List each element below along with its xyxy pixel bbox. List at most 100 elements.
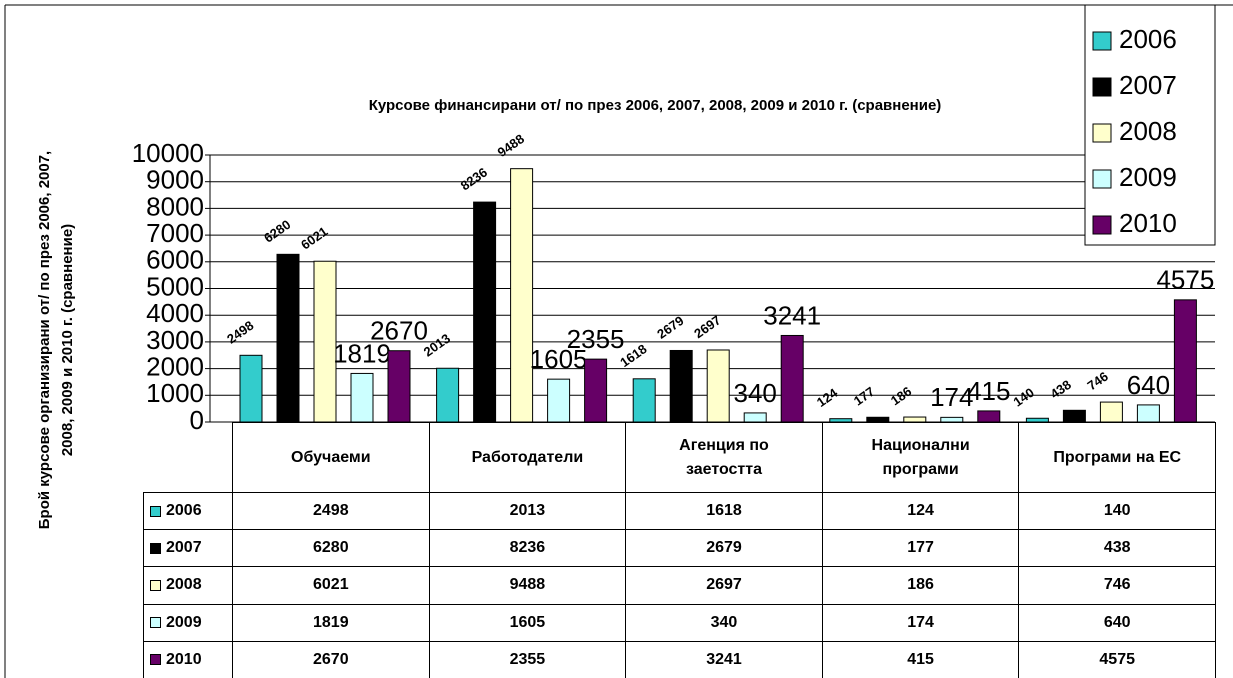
- data-label: 1819: [333, 338, 391, 368]
- legend-swatch: [1092, 169, 1112, 189]
- data-label: 8236: [458, 164, 490, 193]
- data-label: 1605: [530, 344, 588, 374]
- y-tick-label: 5000: [146, 271, 204, 301]
- table-cell: 2670: [232, 640, 430, 678]
- data-label: 746: [1084, 369, 1110, 394]
- data-label: 6280: [261, 217, 293, 246]
- y-tick-label: 1000: [146, 378, 204, 408]
- table-cell: 3241: [625, 640, 823, 678]
- table-cell: 124: [821, 492, 1020, 531]
- data-label: 9488: [495, 131, 527, 160]
- table-row-key: 2006: [143, 492, 233, 531]
- data-label: 2697: [691, 312, 723, 341]
- table-cell: 640: [1018, 603, 1216, 642]
- table-header: Национални програми: [821, 422, 1020, 493]
- y-tick-label: 0: [190, 405, 204, 435]
- table-cell: 140: [1018, 492, 1216, 531]
- table-cell: 177: [821, 529, 1020, 568]
- table-row-key: 2010: [143, 640, 233, 678]
- bar: [706, 349, 730, 423]
- bar: [510, 168, 534, 423]
- data-label: 3241: [763, 300, 821, 330]
- y-tick-label: 9000: [146, 165, 204, 195]
- table-header: Работодатели: [428, 422, 627, 493]
- bar: [1173, 299, 1197, 423]
- bar: [313, 260, 337, 423]
- table-row-key: 2009: [143, 603, 233, 642]
- bar: [940, 416, 964, 423]
- table-cell: 9488: [428, 566, 627, 605]
- bar: [1062, 409, 1086, 423]
- table-row-label: 2010: [166, 650, 202, 668]
- data-label: 174: [930, 382, 973, 412]
- bar: [276, 253, 300, 423]
- table-row-label: 2007: [166, 539, 202, 557]
- data-label: 186: [888, 384, 914, 409]
- y-tick-label: 7000: [146, 218, 204, 248]
- bar: [239, 354, 263, 423]
- data-label: 415: [967, 376, 1010, 406]
- legend-swatch: [1092, 31, 1112, 51]
- data-label: 6021: [298, 224, 330, 253]
- table-header: Агенция по заетостта: [625, 422, 823, 493]
- data-label: 2670: [370, 316, 428, 346]
- table-row-label: 2009: [166, 613, 202, 631]
- table-row-key: 2007: [143, 529, 233, 568]
- table-cell: 438: [1018, 529, 1216, 568]
- bar: [1099, 401, 1123, 423]
- data-label: 640: [1127, 370, 1170, 400]
- legend-label: 2007: [1119, 70, 1177, 100]
- legend-swatch: [1092, 77, 1112, 97]
- table-swatch: [150, 654, 161, 666]
- y-tick-label: 3000: [146, 325, 204, 355]
- legend-label: 2008: [1119, 116, 1177, 146]
- table-cell: 415: [821, 640, 1020, 678]
- data-label: 438: [1047, 377, 1073, 402]
- bar: [632, 378, 656, 423]
- bar: [547, 378, 571, 423]
- data-label: 2355: [567, 324, 625, 354]
- bar: [1025, 417, 1049, 423]
- table-row-key: 2008: [143, 566, 233, 605]
- y-tick-label: 2000: [146, 351, 204, 381]
- bar: [350, 372, 374, 423]
- data-label: 177: [851, 384, 877, 409]
- data-label: 340: [734, 378, 777, 408]
- bar: [387, 350, 411, 423]
- bar: [780, 334, 804, 423]
- table-cell: 746: [1018, 566, 1216, 605]
- table-cell: 2679: [625, 529, 823, 568]
- bar: [977, 410, 1001, 423]
- table-cell: 186: [821, 566, 1020, 605]
- table-cell: 2355: [428, 640, 627, 678]
- y-axis-label: 2008, 2009 и 2010 г. (сравнение): [59, 224, 76, 456]
- bar: [473, 201, 497, 423]
- data-label: 124: [814, 385, 841, 410]
- table-swatch: [150, 617, 161, 629]
- table-header: Обучаеми: [232, 422, 430, 493]
- table-header: Програми на ЕС: [1018, 422, 1216, 493]
- legend-label: 2010: [1119, 208, 1177, 238]
- table-cell: 1819: [232, 603, 430, 642]
- legend-label: 2006: [1119, 24, 1177, 54]
- table-cell: 1605: [428, 603, 627, 642]
- chart-title: Курсове финансирани от/ по през 2006, 20…: [369, 97, 942, 114]
- bar: [436, 367, 460, 423]
- table-cell: 2498: [232, 492, 430, 531]
- table-swatch: [150, 579, 161, 591]
- y-tick-label: 10000: [132, 138, 204, 168]
- table-swatch: [150, 542, 161, 554]
- y-tick-label: 6000: [146, 245, 204, 275]
- table-cell: 174: [821, 603, 1020, 642]
- bar: [1136, 404, 1160, 423]
- table-cell: 8236: [428, 529, 627, 568]
- table-cell: 2697: [625, 566, 823, 605]
- legend-swatch: [1092, 215, 1112, 235]
- data-label: 4575: [1156, 265, 1214, 295]
- table-cell: 6280: [232, 529, 430, 568]
- bar: [584, 358, 608, 423]
- table-swatch: [150, 505, 161, 517]
- data-label: 140: [1010, 385, 1036, 410]
